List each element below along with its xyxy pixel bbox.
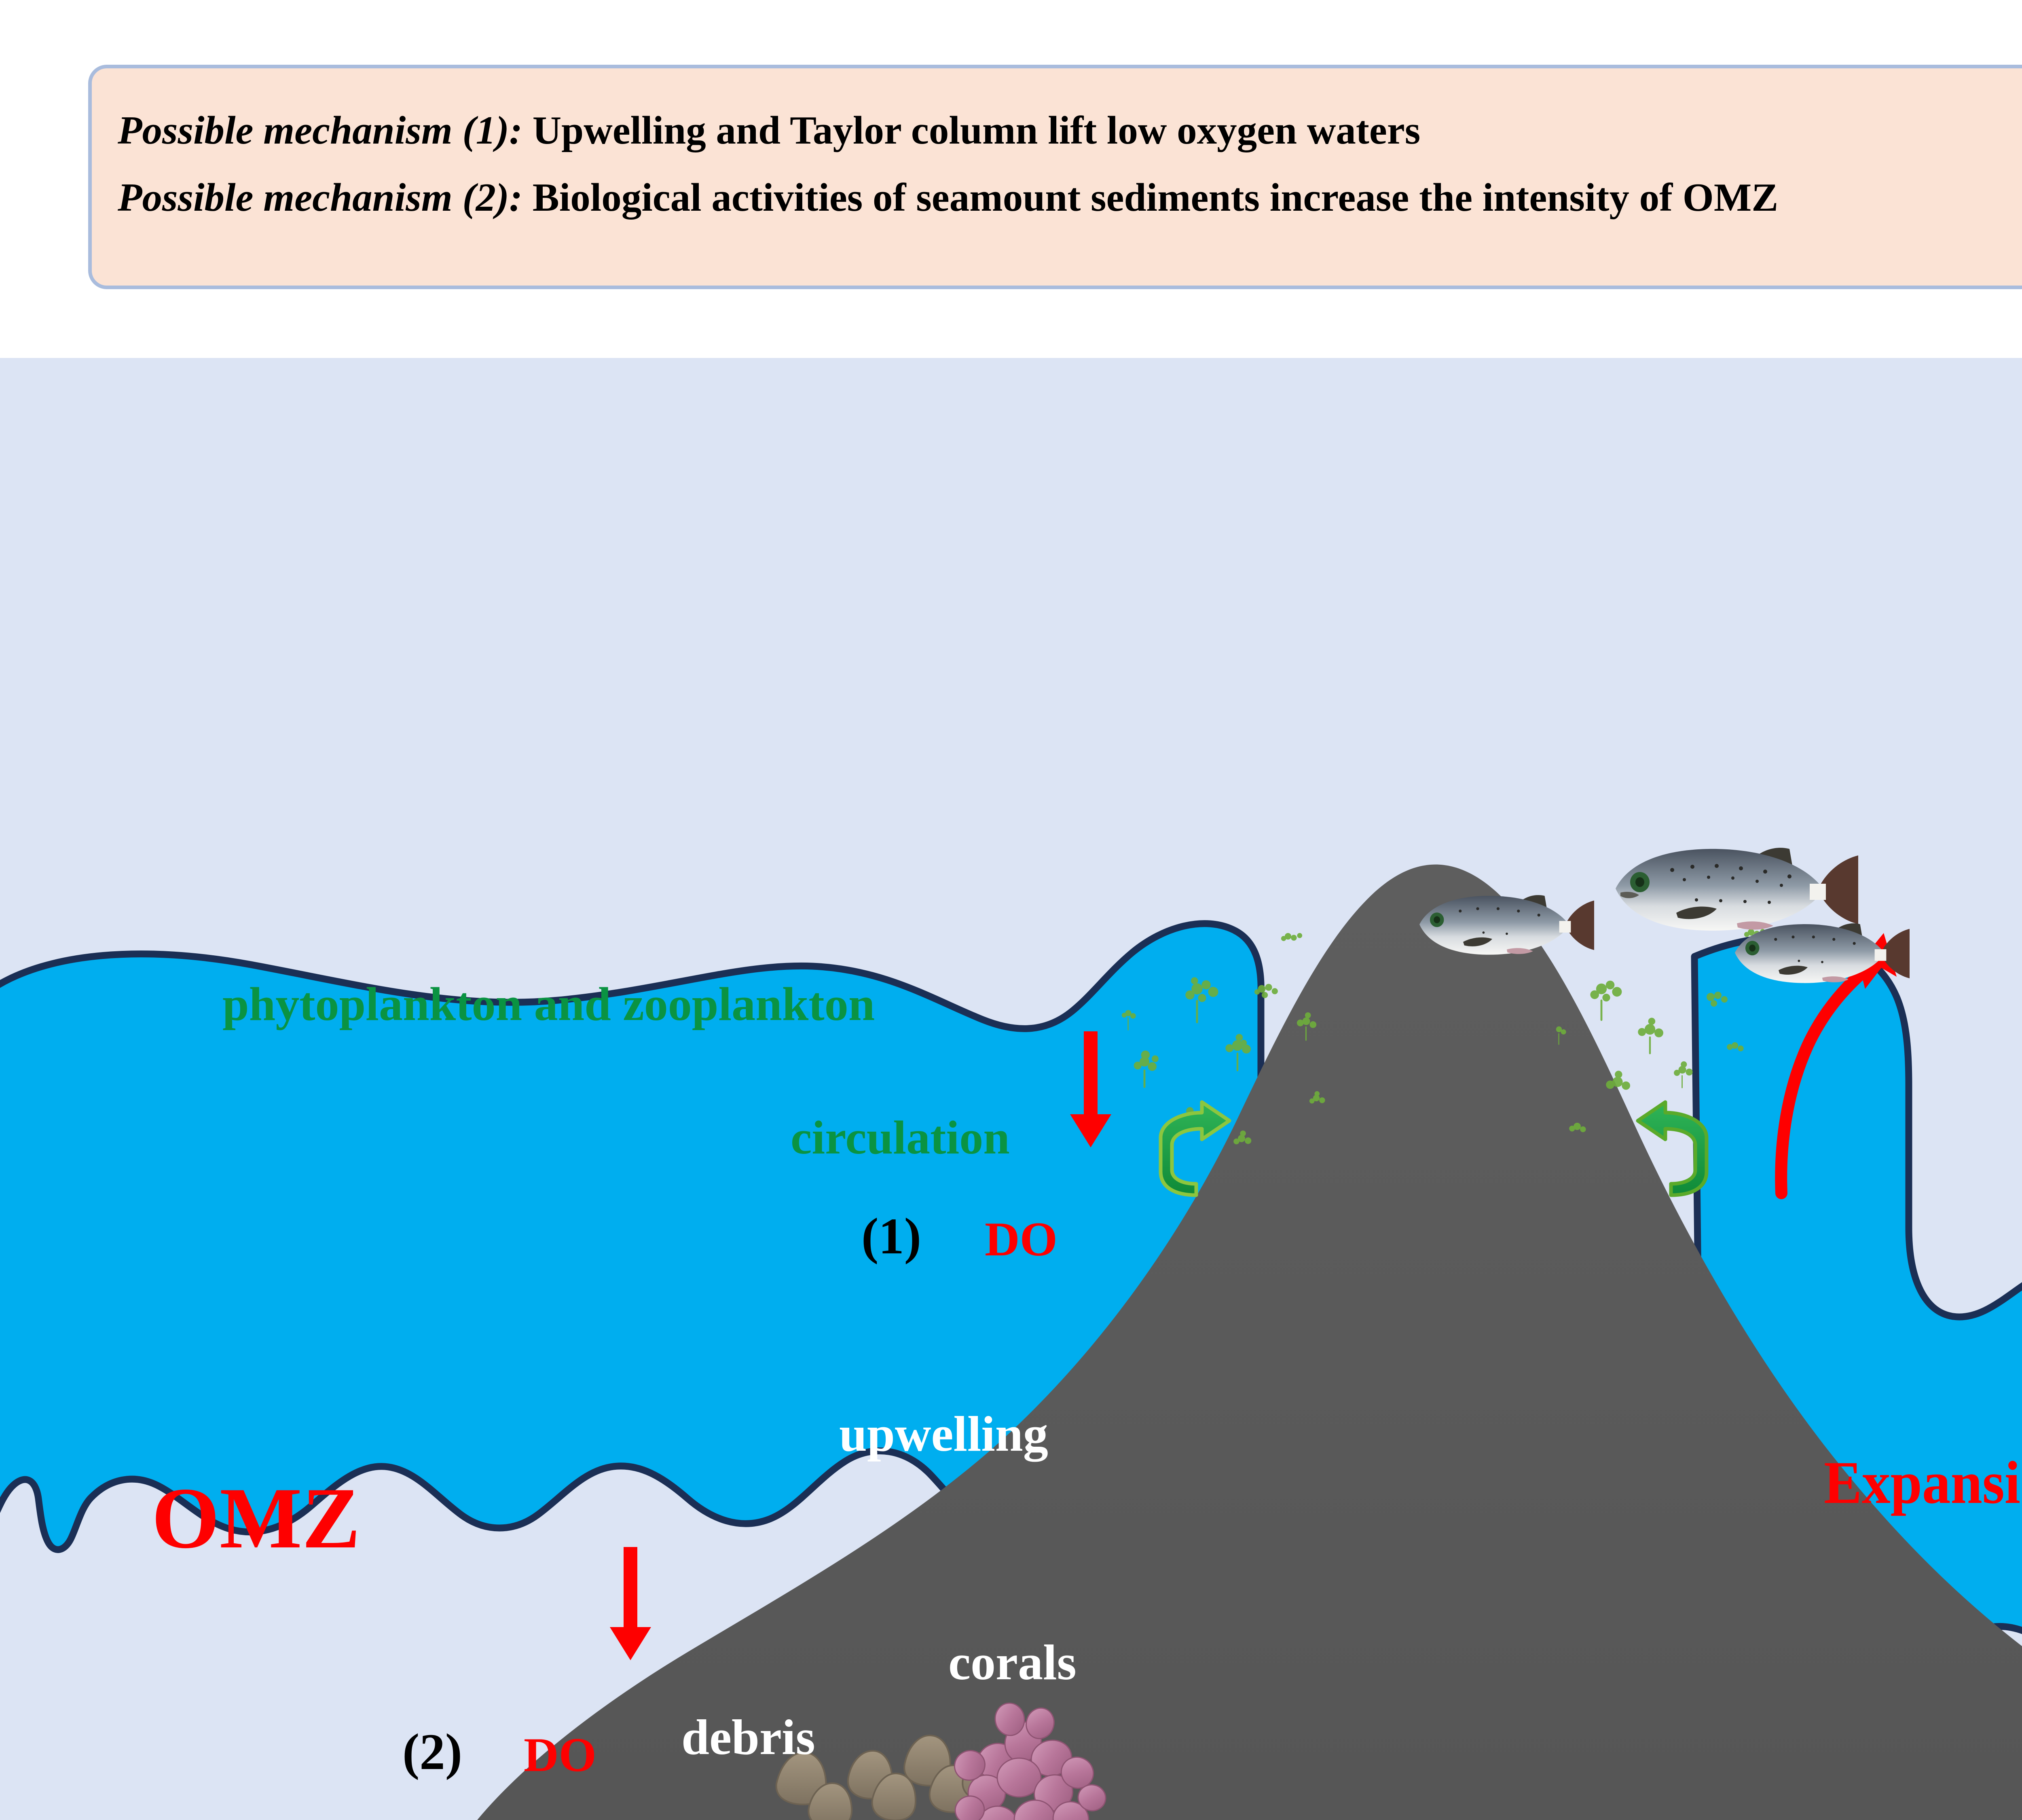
do-1-label: DO xyxy=(985,1212,1058,1266)
do-2-label: DO xyxy=(524,1728,596,1782)
mechanism-1-marker-label: (1) xyxy=(861,1208,922,1265)
ocean-scene: seamount effect phytoplankton and zoopla… xyxy=(0,358,2022,1820)
coral-icon xyxy=(954,1702,1106,1820)
mechanism-2-marker-label: (2) xyxy=(402,1724,463,1780)
header-band: Possible mechanism (1): Upwelling and Ta… xyxy=(0,0,2022,358)
down-arrow-icon xyxy=(610,1031,1111,1660)
ocean-vector-layer xyxy=(0,848,2022,1820)
corals-label: corals xyxy=(948,1635,1077,1690)
mechanism-1-body: Upwelling and Taylor column lift low oxy… xyxy=(522,108,1421,152)
upwelling-label: upwelling xyxy=(839,1406,1048,1462)
omz-label: OMZ xyxy=(152,1470,360,1566)
plankton-cluster-icon xyxy=(1121,929,1766,1145)
plankton-label: phytoplankton and zooplankton xyxy=(222,978,875,1031)
mechanism-1-line: Possible mechanism (1): Upwelling and Ta… xyxy=(118,110,1420,150)
mechanism-2-lead: Possible mechanism (2): xyxy=(118,176,522,220)
fish-icon xyxy=(1419,895,1594,955)
seamount-icon xyxy=(477,864,2022,1820)
mechanism-1-lead: Possible mechanism (1): xyxy=(118,108,522,152)
circulation-label: circulation xyxy=(791,1111,1010,1164)
debris-label: debris xyxy=(681,1710,815,1765)
circulation-arrow-counterclockwise-icon xyxy=(1636,1100,1709,1197)
mechanism-callout-box: Possible mechanism (1): Upwelling and Ta… xyxy=(88,65,2022,289)
mechanism-2-line: Possible mechanism (2): Biological activ… xyxy=(118,178,1778,218)
fish-icon xyxy=(1735,923,1910,983)
expansion-of-omz-scope-label: Expansion of OMZ scope xyxy=(1824,1449,2022,1516)
fish-icon xyxy=(1616,848,1858,931)
mechanism-2-body: Biological activities of seamount sedime… xyxy=(522,176,1779,220)
circulation-arrow-clockwise-icon xyxy=(1159,1100,1231,1197)
